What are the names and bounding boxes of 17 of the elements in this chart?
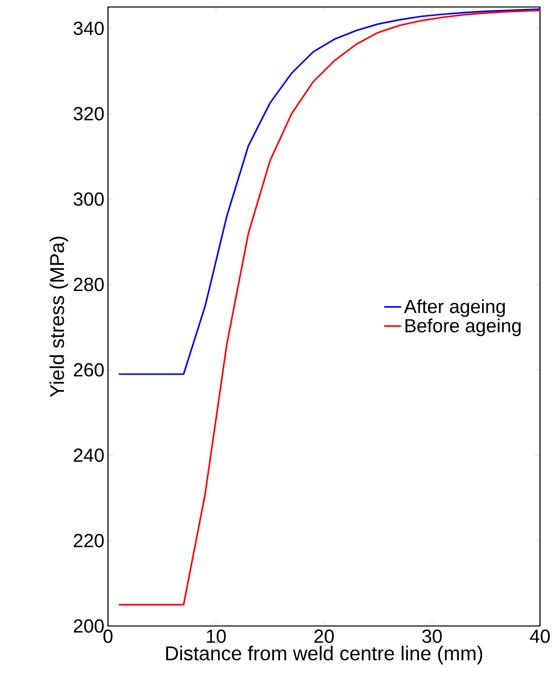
x-tick-label: 20 <box>314 630 334 643</box>
y-tick-label: 280 <box>74 278 104 292</box>
y-tick-label: 240 <box>74 448 104 462</box>
y-tick-label: 200 <box>74 619 104 633</box>
y-tick-label: 220 <box>74 534 104 548</box>
x-tick-label: 10 <box>206 630 226 643</box>
x-tick-label: 30 <box>422 630 442 643</box>
y-tick-label: 300 <box>74 192 104 206</box>
y-axis-title: Yield stress (MPa) <box>49 236 68 398</box>
y-tick-label: 260 <box>74 363 104 377</box>
x-tick-label: 0 <box>103 630 113 643</box>
y-tick-label: 320 <box>74 107 104 120</box>
x-axis-title: Distance from weld centre line (mm) <box>166 646 482 664</box>
x-tick-label: 40 <box>530 630 550 643</box>
y-tick-label: 340 <box>74 22 104 36</box>
legend-label: After ageing <box>404 299 505 317</box>
legend-label: Before ageing <box>406 318 521 336</box>
